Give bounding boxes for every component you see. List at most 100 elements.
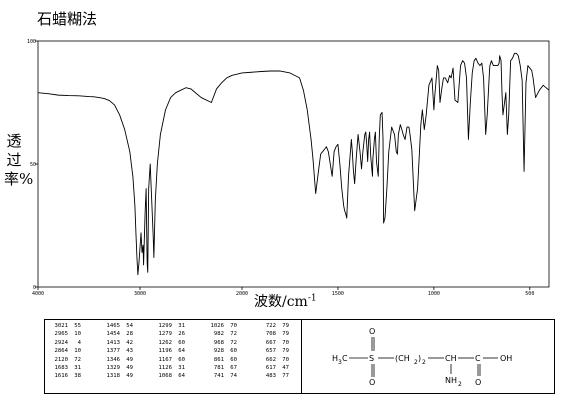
- peak-wavenumber: 1126: [158, 364, 172, 371]
- peak-transmittance: 79: [282, 323, 289, 329]
- structure-ch2-n: 2: [422, 359, 426, 366]
- peak-row: 1279 26: [153, 330, 185, 338]
- peak-wavenumber: 1262: [158, 339, 172, 346]
- peak-transmittance: 70: [230, 323, 237, 329]
- peak-row: 1196 64: [153, 347, 185, 355]
- peak-transmittance: 64: [178, 373, 185, 380]
- axis-ticks: 4000 3000 2000 1500 1000 500 0 50 100: [27, 39, 534, 297]
- peak-row: 2864 10: [49, 347, 81, 355]
- structure-oxygen-bottom: O: [369, 378, 375, 387]
- peak-table: 3021 55 2965 10 2924 4 2864 10 2120 72 1683 31 1616 3…: [44, 319, 302, 394]
- peak-row: 483 77: [257, 372, 289, 380]
- peak-wavenumber: 741: [213, 373, 224, 380]
- peak-transmittance: 54: [126, 323, 133, 329]
- peak-row: 1167 60: [153, 356, 185, 364]
- peak-wavenumber: 861: [213, 356, 224, 363]
- peak-table-column: 722 79 708 79 667 70 657 79 662 70 617 47 483 77: [257, 322, 289, 381]
- peak-transmittance: 49: [126, 373, 133, 380]
- peak-transmittance: 67: [230, 364, 237, 371]
- peak-row: 3021 55: [49, 322, 81, 330]
- peak-row: 722 79: [257, 322, 289, 330]
- y-tick-label: 50: [30, 162, 36, 168]
- peak-row: 1318 49: [101, 372, 133, 380]
- peak-row: 617 47: [257, 364, 289, 372]
- peak-transmittance: 72: [230, 331, 237, 338]
- peak-wavenumber: 1616: [54, 373, 68, 380]
- peak-transmittance: 55: [74, 323, 81, 329]
- peak-transmittance: 42: [126, 339, 133, 346]
- peak-wavenumber: 1026: [210, 323, 224, 329]
- structure-box: H 3 C S O O (CH 2 ) 2 CH NH 2 C O OH: [302, 319, 555, 394]
- structure-ch2-open: (CH: [395, 354, 410, 363]
- structure-sulfur: S: [369, 354, 374, 363]
- peak-row: 1454 28: [101, 330, 133, 338]
- peak-row: 1377 43: [101, 347, 133, 355]
- peak-wavenumber: 662: [265, 356, 276, 363]
- structure-ch2-sub: 2: [414, 359, 418, 366]
- x-tick-label: 4000: [32, 291, 44, 297]
- peak-wavenumber: 928: [213, 348, 224, 355]
- peak-row: 1346 49: [101, 356, 133, 364]
- peak-wavenumber: 1346: [106, 356, 120, 363]
- y-tick-label: 0: [33, 285, 36, 291]
- peak-transmittance: 60: [230, 348, 237, 355]
- peak-transmittance: 74: [230, 373, 237, 380]
- peak-transmittance: 60: [230, 356, 237, 363]
- peak-row: 662 70: [257, 356, 289, 364]
- peak-wavenumber: 1377: [106, 348, 120, 355]
- peak-row: 667 70: [257, 339, 289, 347]
- peak-transmittance: 70: [282, 339, 289, 346]
- structure-carbonyl-oxygen: O: [475, 378, 481, 387]
- structure-h3c-h: H: [332, 354, 338, 363]
- peak-transmittance: 64: [178, 348, 185, 355]
- peak-wavenumber: 667: [265, 339, 276, 346]
- peak-row: 1329 49: [101, 364, 133, 372]
- peak-wavenumber: 1068: [158, 373, 172, 380]
- peak-row: 1126 31: [153, 364, 185, 372]
- x-axis-label-text: 波数/cm: [254, 294, 308, 310]
- peak-wavenumber: 1465: [106, 323, 120, 329]
- peak-transmittance: 79: [282, 348, 289, 355]
- peak-transmittance: 72: [230, 339, 237, 346]
- peak-row: 657 79: [257, 347, 289, 355]
- peak-row: 781 67: [205, 364, 237, 372]
- peak-table-column: 3021 55 2965 10 2924 4 2864 10 2120 72 1683 31 1616 3…: [49, 322, 81, 381]
- peak-transmittance: 47: [282, 364, 289, 371]
- peak-row: 1413 42: [101, 339, 133, 347]
- structure-ch2-close: ): [418, 354, 421, 363]
- peak-wavenumber: 1683: [54, 364, 68, 371]
- x-tick-label: 1500: [332, 291, 344, 297]
- structure-ch: CH: [445, 354, 457, 363]
- chemical-structure: H 3 C S O O (CH 2 ) 2 CH NH 2 C O OH: [332, 327, 512, 388]
- peak-wavenumber: 708: [265, 331, 276, 338]
- x-tick-label: 500: [525, 291, 534, 297]
- structure-oxygen-top: O: [369, 327, 375, 336]
- structure-h3c-sub: 3: [338, 359, 342, 366]
- peak-row: 1026 70: [205, 322, 237, 330]
- x-axis-label-exponent: -1: [307, 293, 317, 304]
- peak-wavenumber: 1329: [106, 364, 120, 371]
- peak-table-column: 1299 31 1279 26 1262 60 1196 64 1167 60 1126 31 1068…: [153, 322, 185, 381]
- peak-transmittance: 77: [282, 373, 289, 380]
- structure-nh2: NH: [445, 376, 457, 385]
- peak-wavenumber: 483: [265, 373, 276, 380]
- peak-transmittance: 72: [74, 356, 81, 363]
- peak-wavenumber: 2965: [54, 331, 68, 338]
- y-tick-label: 100: [27, 39, 36, 45]
- peak-row: 928 60: [205, 347, 237, 355]
- peak-row: 1616 38: [49, 372, 81, 380]
- peak-wavenumber: 982: [213, 331, 224, 338]
- peak-wavenumber: 1279: [158, 331, 172, 338]
- peak-transmittance: 49: [126, 364, 133, 371]
- peak-wavenumber: 657: [265, 348, 276, 355]
- peak-row: 741 74: [205, 372, 237, 380]
- peak-row: 982 72: [205, 330, 237, 338]
- structure-carboxyl-c: C: [475, 354, 481, 363]
- peak-table-column: 1465 54 1454 28 1413 42 1377 43 1346 49 1329 49 1318…: [101, 322, 133, 381]
- peak-transmittance: 49: [126, 356, 133, 363]
- peak-wavenumber: 2120: [54, 356, 68, 363]
- peak-transmittance: 60: [178, 339, 185, 346]
- peak-wavenumber: 1299: [158, 323, 172, 329]
- peak-transmittance: 4: [77, 339, 81, 346]
